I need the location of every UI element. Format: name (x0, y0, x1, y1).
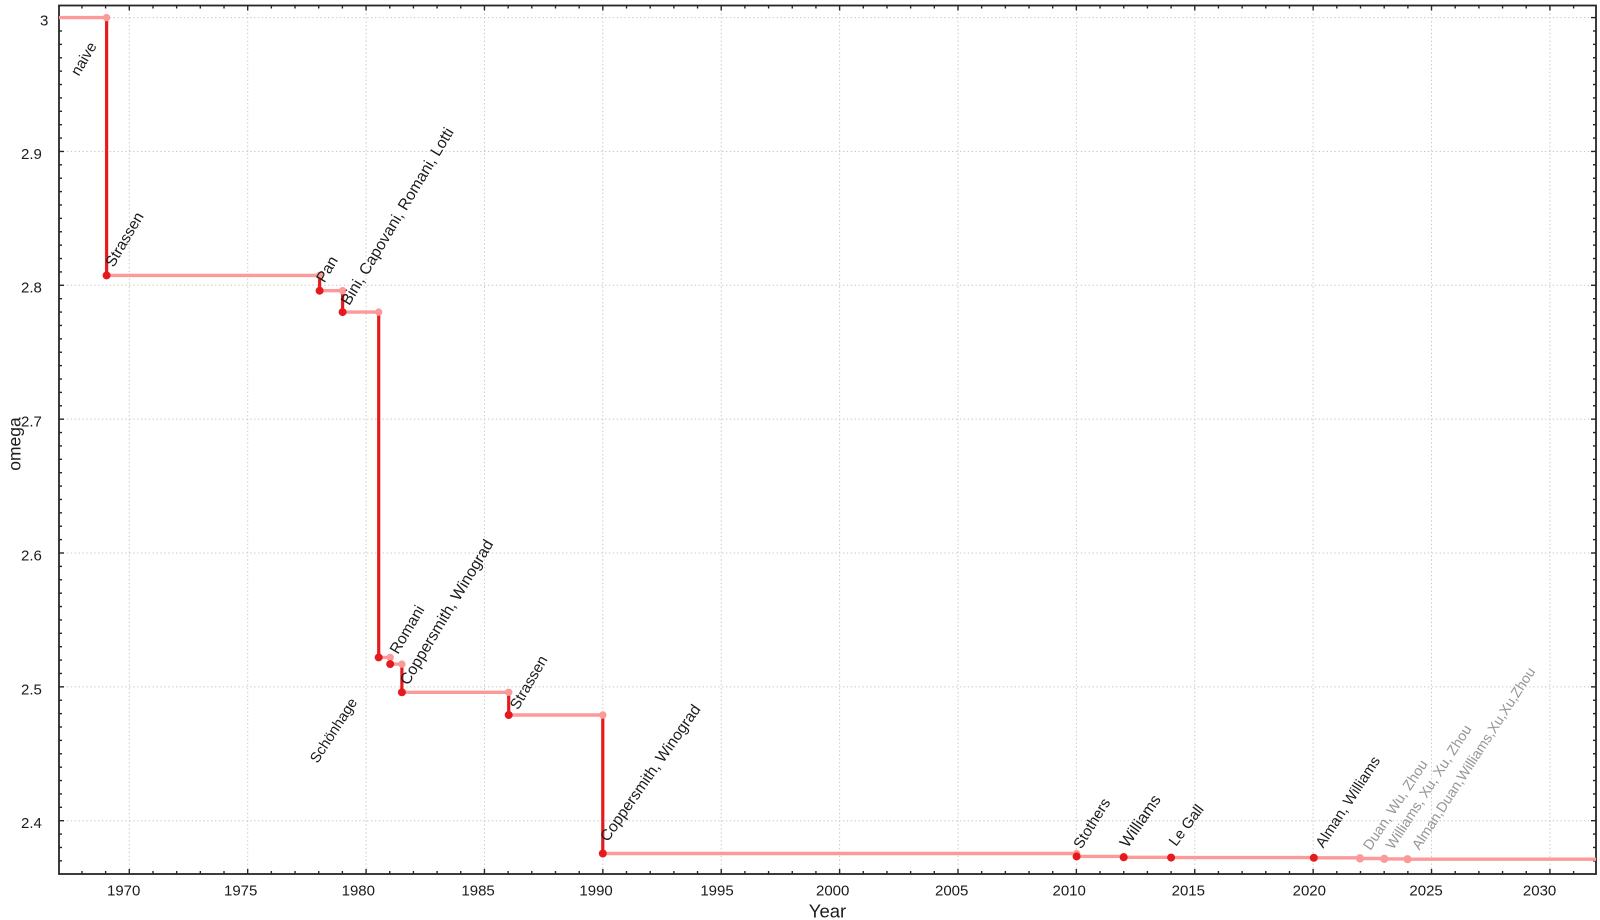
svg-text:3: 3 (40, 13, 48, 30)
svg-text:2.4: 2.4 (21, 815, 42, 832)
svg-text:2030: 2030 (1523, 882, 1556, 899)
svg-text:2.9: 2.9 (21, 146, 42, 163)
svg-text:2.8: 2.8 (21, 280, 42, 297)
svg-text:1995: 1995 (700, 882, 733, 899)
svg-text:2.5: 2.5 (21, 681, 42, 698)
svg-text:1970: 1970 (107, 882, 140, 899)
svg-text:omega: omega (5, 417, 25, 471)
svg-text:2.6: 2.6 (21, 547, 42, 564)
svg-text:1985: 1985 (461, 882, 494, 899)
svg-text:2020: 2020 (1293, 882, 1326, 899)
svg-text:1975: 1975 (224, 882, 257, 899)
svg-text:2005: 2005 (935, 882, 968, 899)
svg-text:1990: 1990 (579, 882, 612, 899)
svg-text:1980: 1980 (342, 882, 375, 899)
svg-text:2015: 2015 (1172, 882, 1205, 899)
svg-text:2.7: 2.7 (21, 414, 42, 431)
svg-text:2000: 2000 (816, 882, 849, 899)
svg-text:2025: 2025 (1409, 882, 1442, 899)
svg-text:Year: Year (809, 901, 846, 920)
svg-text:2010: 2010 (1053, 882, 1086, 899)
